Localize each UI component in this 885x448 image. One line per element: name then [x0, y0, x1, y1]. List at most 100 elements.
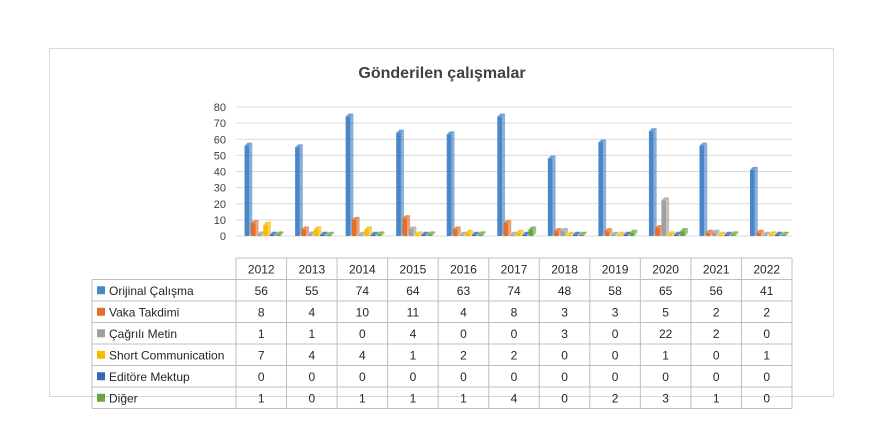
bar-side: [432, 231, 436, 236]
bar-top: [402, 215, 411, 219]
bar-side: [299, 144, 303, 236]
bar-2014-5: [376, 231, 385, 236]
data-label: 0: [612, 327, 619, 341]
bar-front: [358, 234, 363, 236]
bar-front: [459, 234, 464, 236]
data-label: 63: [457, 284, 471, 298]
bar-2022-5: [781, 231, 789, 236]
bar-top: [358, 231, 366, 235]
data-label: 58: [608, 284, 622, 298]
bar-side: [255, 220, 259, 236]
legend-key: [97, 329, 105, 338]
bar-front: [648, 131, 654, 236]
bar-top: [275, 231, 284, 235]
data-label: 0: [308, 370, 315, 384]
data-label: 4: [308, 305, 315, 319]
data-label: 1: [308, 327, 315, 341]
data-label: 0: [763, 327, 770, 341]
data-label: 0: [460, 370, 467, 384]
data-label: 3: [662, 391, 669, 405]
legend-entry: Diğer: [109, 391, 138, 405]
data-label: 2: [713, 305, 720, 319]
y-tick-label: 30: [214, 183, 226, 195]
data-label: 74: [507, 284, 521, 298]
x-tick-label: 2022: [753, 262, 780, 276]
data-label: 0: [713, 348, 720, 362]
bar-front: [275, 234, 281, 236]
bar-front: [345, 116, 351, 236]
bar-front: [705, 232, 711, 236]
bar-2017-3: [516, 229, 524, 236]
data-label: 0: [713, 370, 720, 384]
bar-top: [661, 197, 670, 201]
bar-2013-0: [295, 144, 303, 236]
bar-side: [773, 231, 777, 236]
bar-top: [427, 231, 436, 235]
data-label: 0: [511, 370, 518, 384]
bar-2018-5: [579, 231, 587, 236]
bar-front: [756, 232, 761, 236]
bar-front: [313, 229, 319, 236]
bar-front: [522, 234, 527, 236]
bar-2019-1: [604, 228, 613, 236]
bar-side: [356, 216, 360, 236]
bar-2017-1: [503, 220, 512, 236]
bar-side: [324, 231, 328, 236]
bar-top: [244, 142, 253, 146]
bar-2019-3: [617, 231, 625, 236]
bar-2020-0: [648, 128, 657, 236]
bar-front: [370, 234, 376, 236]
bar-2022-2: [762, 231, 771, 236]
data-label: 1: [258, 327, 265, 341]
bar-front: [408, 229, 414, 236]
bar-front: [320, 234, 325, 236]
bar-top: [320, 231, 328, 235]
bar-front: [750, 169, 755, 236]
bar-front: [528, 229, 534, 236]
bar-2012-5: [275, 231, 284, 236]
bar-side: [552, 155, 556, 236]
bars: [244, 113, 789, 236]
bar-side: [653, 128, 657, 236]
data-label: 64: [406, 284, 420, 298]
y-tick-label: 50: [214, 150, 226, 162]
data-label: 0: [612, 348, 619, 362]
bar-top: [547, 155, 556, 159]
y-tick-label: 60: [214, 134, 226, 146]
bar-top: [376, 231, 385, 235]
bar-front: [351, 219, 357, 236]
data-label: 1: [258, 391, 265, 405]
bar-2013-4: [320, 231, 328, 236]
bar-top: [774, 231, 783, 235]
bar-front: [427, 234, 433, 236]
data-label: 41: [760, 284, 774, 298]
data-label: 0: [511, 327, 518, 341]
data-label: 1: [460, 391, 467, 405]
y-tick-label: 0: [220, 231, 226, 243]
bar-2019-2: [610, 231, 619, 236]
y-tick-label: 20: [214, 199, 226, 211]
bar-top: [572, 231, 581, 235]
bar-side: [779, 231, 783, 236]
legend-entry: Çağrılı Metin: [109, 327, 177, 341]
bar-front: [673, 234, 679, 236]
bar-2015-4: [421, 231, 429, 236]
bar-2022-1: [756, 229, 764, 236]
y-tick-label: 10: [214, 215, 226, 227]
data-label: 4: [359, 348, 366, 362]
data-label: 0: [561, 370, 568, 384]
bar-front: [579, 234, 584, 236]
bar-2014-0: [345, 113, 354, 236]
bar-2016-3: [465, 229, 474, 236]
bar-front: [774, 234, 780, 236]
bar-2019-5: [629, 229, 638, 236]
data-label: 1: [410, 391, 417, 405]
bar-top: [269, 231, 278, 235]
bar-front: [465, 232, 471, 236]
bar-side: [716, 229, 720, 236]
bar-top: [345, 113, 354, 117]
bar-front: [566, 234, 572, 236]
bar-2018-0: [547, 155, 556, 236]
bar-front: [414, 234, 420, 236]
bar-side: [508, 220, 512, 236]
